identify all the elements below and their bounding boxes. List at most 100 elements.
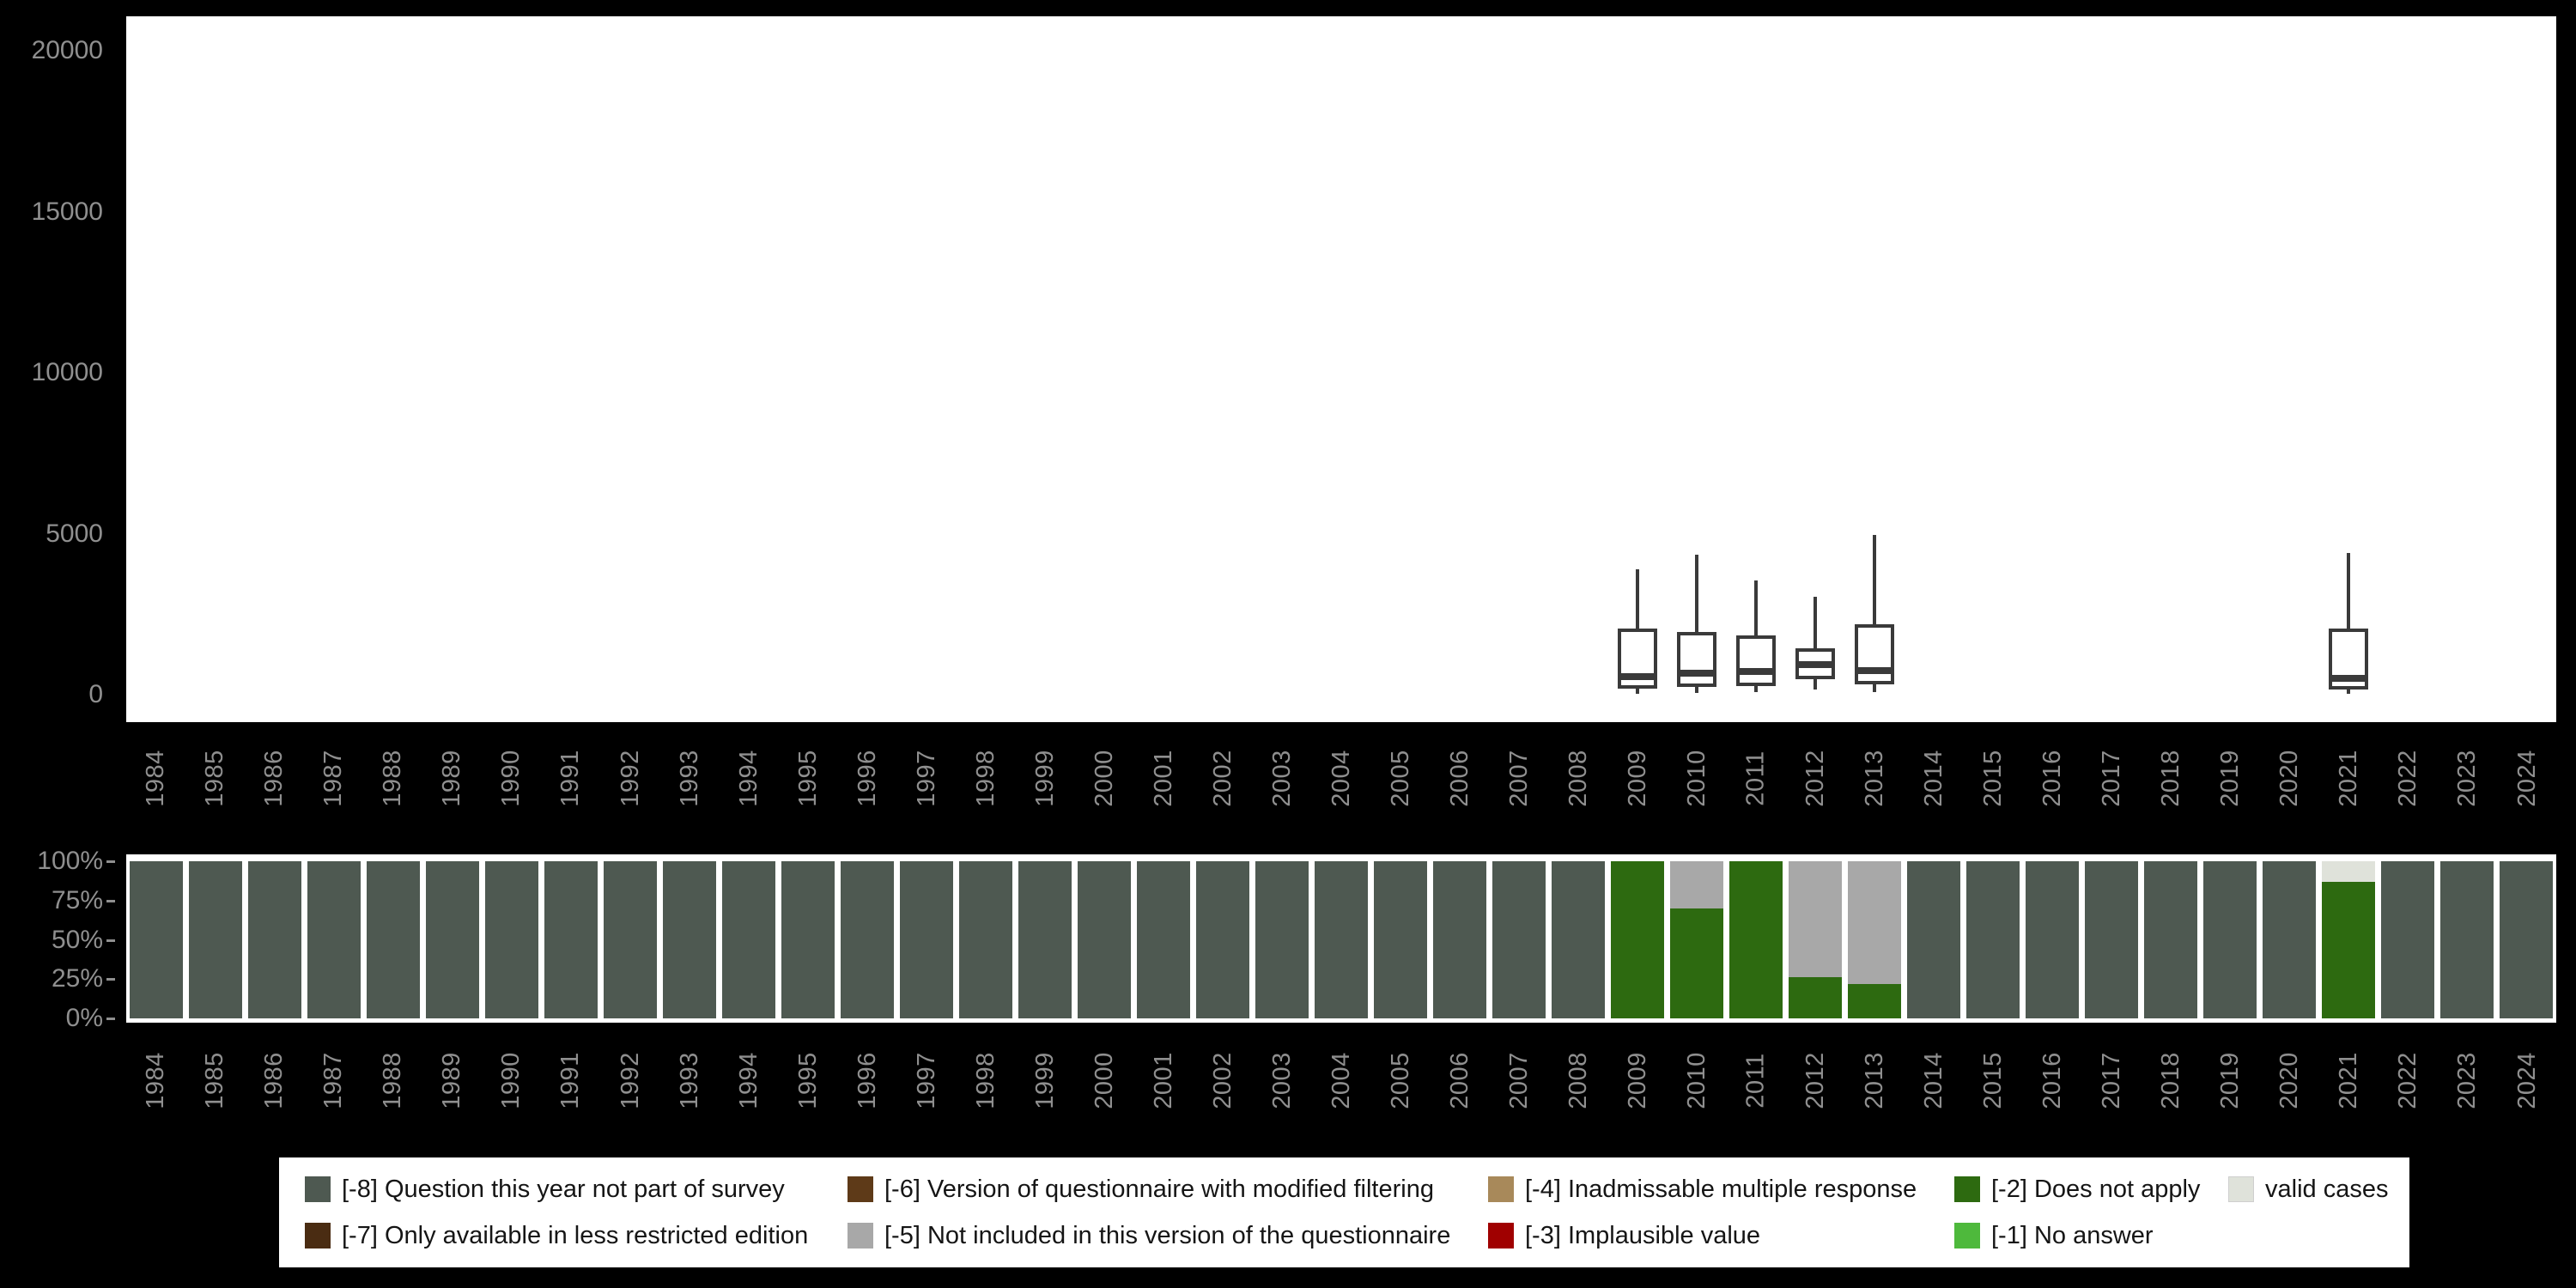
year-tick: 2020: [2260, 1032, 2319, 1128]
boxplot-median-2011: [1736, 668, 1777, 675]
bar-segment--8: [1552, 861, 1605, 1018]
year-tick: 1989: [422, 1032, 482, 1128]
legend-item--2: [-2] Does not apply: [1954, 1168, 2228, 1211]
boxplot-lower-whisker-2013: [1873, 684, 1877, 692]
stacked-bar-2001: [1137, 861, 1190, 1018]
year-tick-label: 2021: [2335, 1051, 2363, 1109]
year-tick-label: 1991: [556, 1051, 585, 1109]
year-tick-label: 1997: [912, 749, 940, 807]
legend-item--4: [-4] Inadmissable multiple response: [1488, 1168, 1954, 1211]
percent-y-tick-mark: [106, 1018, 115, 1020]
legend-swatch--1-icon: [1954, 1223, 1980, 1249]
year-tick: 2003: [1253, 1032, 1312, 1128]
year-tick: 2019: [2201, 730, 2260, 826]
bar-segment--8: [841, 861, 894, 1018]
stacked-bar-2018: [2144, 861, 2197, 1018]
year-tick-label: 1988: [379, 1051, 407, 1109]
year-tick-label: 2021: [2335, 749, 2363, 807]
boxplot-upper-whisker-2010: [1695, 554, 1699, 632]
legend-label: [-4] Inadmissable multiple response: [1525, 1175, 1917, 1203]
year-tick: 2001: [1134, 1032, 1194, 1128]
stacked-bar-2004: [1315, 861, 1368, 1018]
bar-segment--8: [2263, 861, 2316, 1018]
year-tick-label: 1990: [497, 1051, 526, 1109]
bar-segment--8: [307, 861, 361, 1018]
year-tick: 2019: [2201, 1032, 2260, 1128]
year-tick: 2000: [1075, 1032, 1134, 1128]
year-tick: 2017: [2082, 1032, 2142, 1128]
year-tick-label: 1999: [1030, 749, 1059, 807]
year-tick: 1984: [126, 730, 185, 826]
year-tick-label: 1985: [201, 1051, 229, 1109]
year-tick-label: 2012: [1801, 1051, 1829, 1109]
boxplot-y-tick-label: 10000: [31, 358, 103, 386]
stacked-bar-2015: [1966, 861, 2020, 1018]
year-tick-label: 2004: [1327, 1051, 1355, 1109]
stacked-bar-2021: [2322, 861, 2375, 1018]
year-tick: 1992: [600, 730, 659, 826]
year-tick-label: 2022: [2394, 1051, 2422, 1109]
stacked-bar-2010: [1670, 861, 1723, 1018]
year-tick: 2016: [2023, 730, 2082, 826]
year-tick-label: 2013: [1860, 1051, 1888, 1109]
year-tick: 2024: [2497, 730, 2556, 826]
legend-item--6: [-6] Version of questionnaire with modif…: [848, 1168, 1488, 1211]
stacked-bar-2024: [2500, 861, 2553, 1018]
legend-column: [-4] Inadmissable multiple response [-3] …: [1488, 1168, 1954, 1257]
year-tick: 2018: [2142, 1032, 2201, 1128]
year-tick-label: 2023: [2453, 749, 2482, 807]
year-tick-label: 2000: [1090, 749, 1118, 807]
year-tick-label: 1991: [556, 749, 585, 807]
bar-segment--8: [426, 861, 479, 1018]
bar-segment--8: [900, 861, 953, 1018]
bar-segment--8: [2381, 861, 2434, 1018]
year-tick: 1986: [245, 1032, 304, 1128]
year-tick: 2010: [1668, 1032, 1727, 1128]
year-tick: 2022: [2379, 730, 2438, 826]
stacked-bar-1991: [544, 861, 598, 1018]
bar-segment--8: [1492, 861, 1546, 1018]
year-tick: 2012: [1786, 730, 1845, 826]
bar-segment--8: [2026, 861, 2079, 1018]
stacked-bar-2013: [1848, 861, 1901, 1018]
bar-segment--8: [959, 861, 1012, 1018]
bar-segment--8: [130, 861, 183, 1018]
boxplot-y-tick-label: 15000: [31, 197, 103, 226]
year-tick: 1995: [778, 1032, 837, 1128]
bar-segment--8: [1018, 861, 1072, 1018]
missing-bars-panel: [126, 854, 2556, 1023]
year-tick-label: 1985: [201, 749, 229, 807]
legend-swatch--8-icon: [305, 1176, 331, 1202]
year-tick: 2016: [2023, 1032, 2082, 1128]
year-tick-label: 2003: [1267, 1051, 1296, 1109]
bar-segment--8: [485, 861, 538, 1018]
year-tick-label: 1986: [260, 1051, 289, 1109]
bar-segment--2: [2322, 881, 2375, 1018]
year-tick: 1991: [541, 1032, 600, 1128]
year-tick-label: 1998: [971, 749, 999, 807]
year-tick: 2023: [2438, 730, 2497, 826]
year-tick-label: 2006: [1445, 749, 1473, 807]
year-tick: 2009: [1608, 730, 1668, 826]
percent-y-tick-label: 0%: [65, 1004, 103, 1032]
year-tick-label: 2022: [2394, 749, 2422, 807]
year-tick: 2014: [1905, 730, 1964, 826]
stacked-bar-2006: [1433, 861, 1486, 1018]
stacked-bar-1998: [959, 861, 1012, 1018]
bar-segment--8: [1315, 861, 1368, 1018]
year-tick-label: 2018: [2157, 749, 2185, 807]
year-tick: 1991: [541, 730, 600, 826]
year-tick: 1984: [126, 1032, 185, 1128]
legend-label: [-2] Does not apply: [1991, 1175, 2201, 1203]
percent-y-tick-label: 100%: [37, 847, 103, 875]
percent-y-tick-label: 25%: [51, 964, 103, 993]
year-tick-label: 2019: [2216, 1051, 2245, 1109]
year-tick: 1998: [956, 730, 1015, 826]
bar-segment--8: [2144, 861, 2197, 1018]
year-tick: 2006: [1431, 730, 1490, 826]
year-tick-label: 2001: [1149, 749, 1177, 807]
legend-swatch--7-icon: [305, 1223, 331, 1249]
stacked-bar-1985: [189, 861, 242, 1018]
stacked-bar-1997: [900, 861, 953, 1018]
year-tick-label: 1995: [793, 1051, 822, 1109]
